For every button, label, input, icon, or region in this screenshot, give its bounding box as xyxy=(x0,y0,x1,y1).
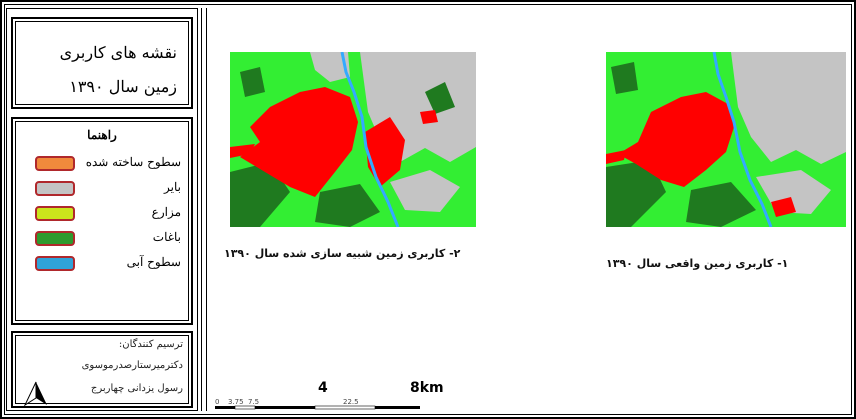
sidebar: نقشه های کاربری زمین سال ۱۳۹۰ راهنما سطو… xyxy=(6,8,198,411)
scale-tick-label: 0 xyxy=(215,398,220,406)
legend-item-farms: مزارع xyxy=(13,203,191,225)
legend-swatch-water xyxy=(35,256,75,271)
legend-swatch-orchards xyxy=(35,231,75,246)
legend-item-built: سطوح ساخته شده xyxy=(13,153,191,175)
scale-tick-label: 3.75 xyxy=(228,398,244,406)
map-title-line-1: نقشه های کاربری xyxy=(59,43,177,62)
legend-item-barren: بایر xyxy=(13,178,191,200)
panel-divider xyxy=(201,8,207,411)
simulated-map-caption: ۲- کاربری زمین شبیه سازی شده سال ۱۳۹۰ xyxy=(224,247,461,260)
actual-map-image xyxy=(606,51,846,228)
map-title-line-2: زمین سال ۱۳۹۰ xyxy=(69,77,177,96)
legend-swatch-farms xyxy=(35,206,75,221)
legend-label: باغات xyxy=(152,230,181,244)
scale-label-8km: 8km xyxy=(410,380,444,396)
legend-item-water: سطوح آبی xyxy=(13,253,191,275)
legend-item-orchards: باغات xyxy=(13,228,191,250)
credits-box: ترسیم کنندگان: دکترمیرستارصدرموسوی رسول … xyxy=(11,331,193,408)
credit-name-1: دکترمیرستارصدرموسوی xyxy=(81,360,183,371)
scale-tick-label: 7.5 xyxy=(248,398,260,406)
map-frame-inner xyxy=(4,4,852,415)
simulated-map-image xyxy=(230,51,476,228)
legend-swatch-built xyxy=(35,156,75,171)
credit-name-2: رسول یزدانی چهاربرج xyxy=(90,383,183,394)
actual-landuse-map xyxy=(606,51,846,228)
legend-box: راهنما سطوح ساخته شده بایر مزارع باغات س… xyxy=(11,117,193,325)
title-box: نقشه های کاربری زمین سال ۱۳۹۰ xyxy=(11,17,193,109)
scale-bar: 4 8km 0 3.75 7.5 22.5 xyxy=(215,378,515,412)
credits-heading: ترسیم کنندگان: xyxy=(118,339,183,350)
legend-swatch-barren xyxy=(35,181,75,196)
north-arrow-icon xyxy=(23,381,47,407)
actual-map-caption: ۱- کاربری زمین واقعی سال ۱۳۹۰ xyxy=(606,257,789,270)
legend-title: راهنما xyxy=(87,128,117,142)
legend-label: سطوح ساخته شده xyxy=(85,155,181,169)
legend-label: بایر xyxy=(164,180,181,194)
scale-bar-graphic xyxy=(215,405,420,410)
legend-label: سطوح آبی xyxy=(126,255,181,269)
legend-label: مزارع xyxy=(151,205,181,219)
scale-tick-label: 22.5 xyxy=(343,398,359,406)
simulated-landuse-map xyxy=(230,51,476,228)
scale-label-4: 4 xyxy=(318,380,328,396)
